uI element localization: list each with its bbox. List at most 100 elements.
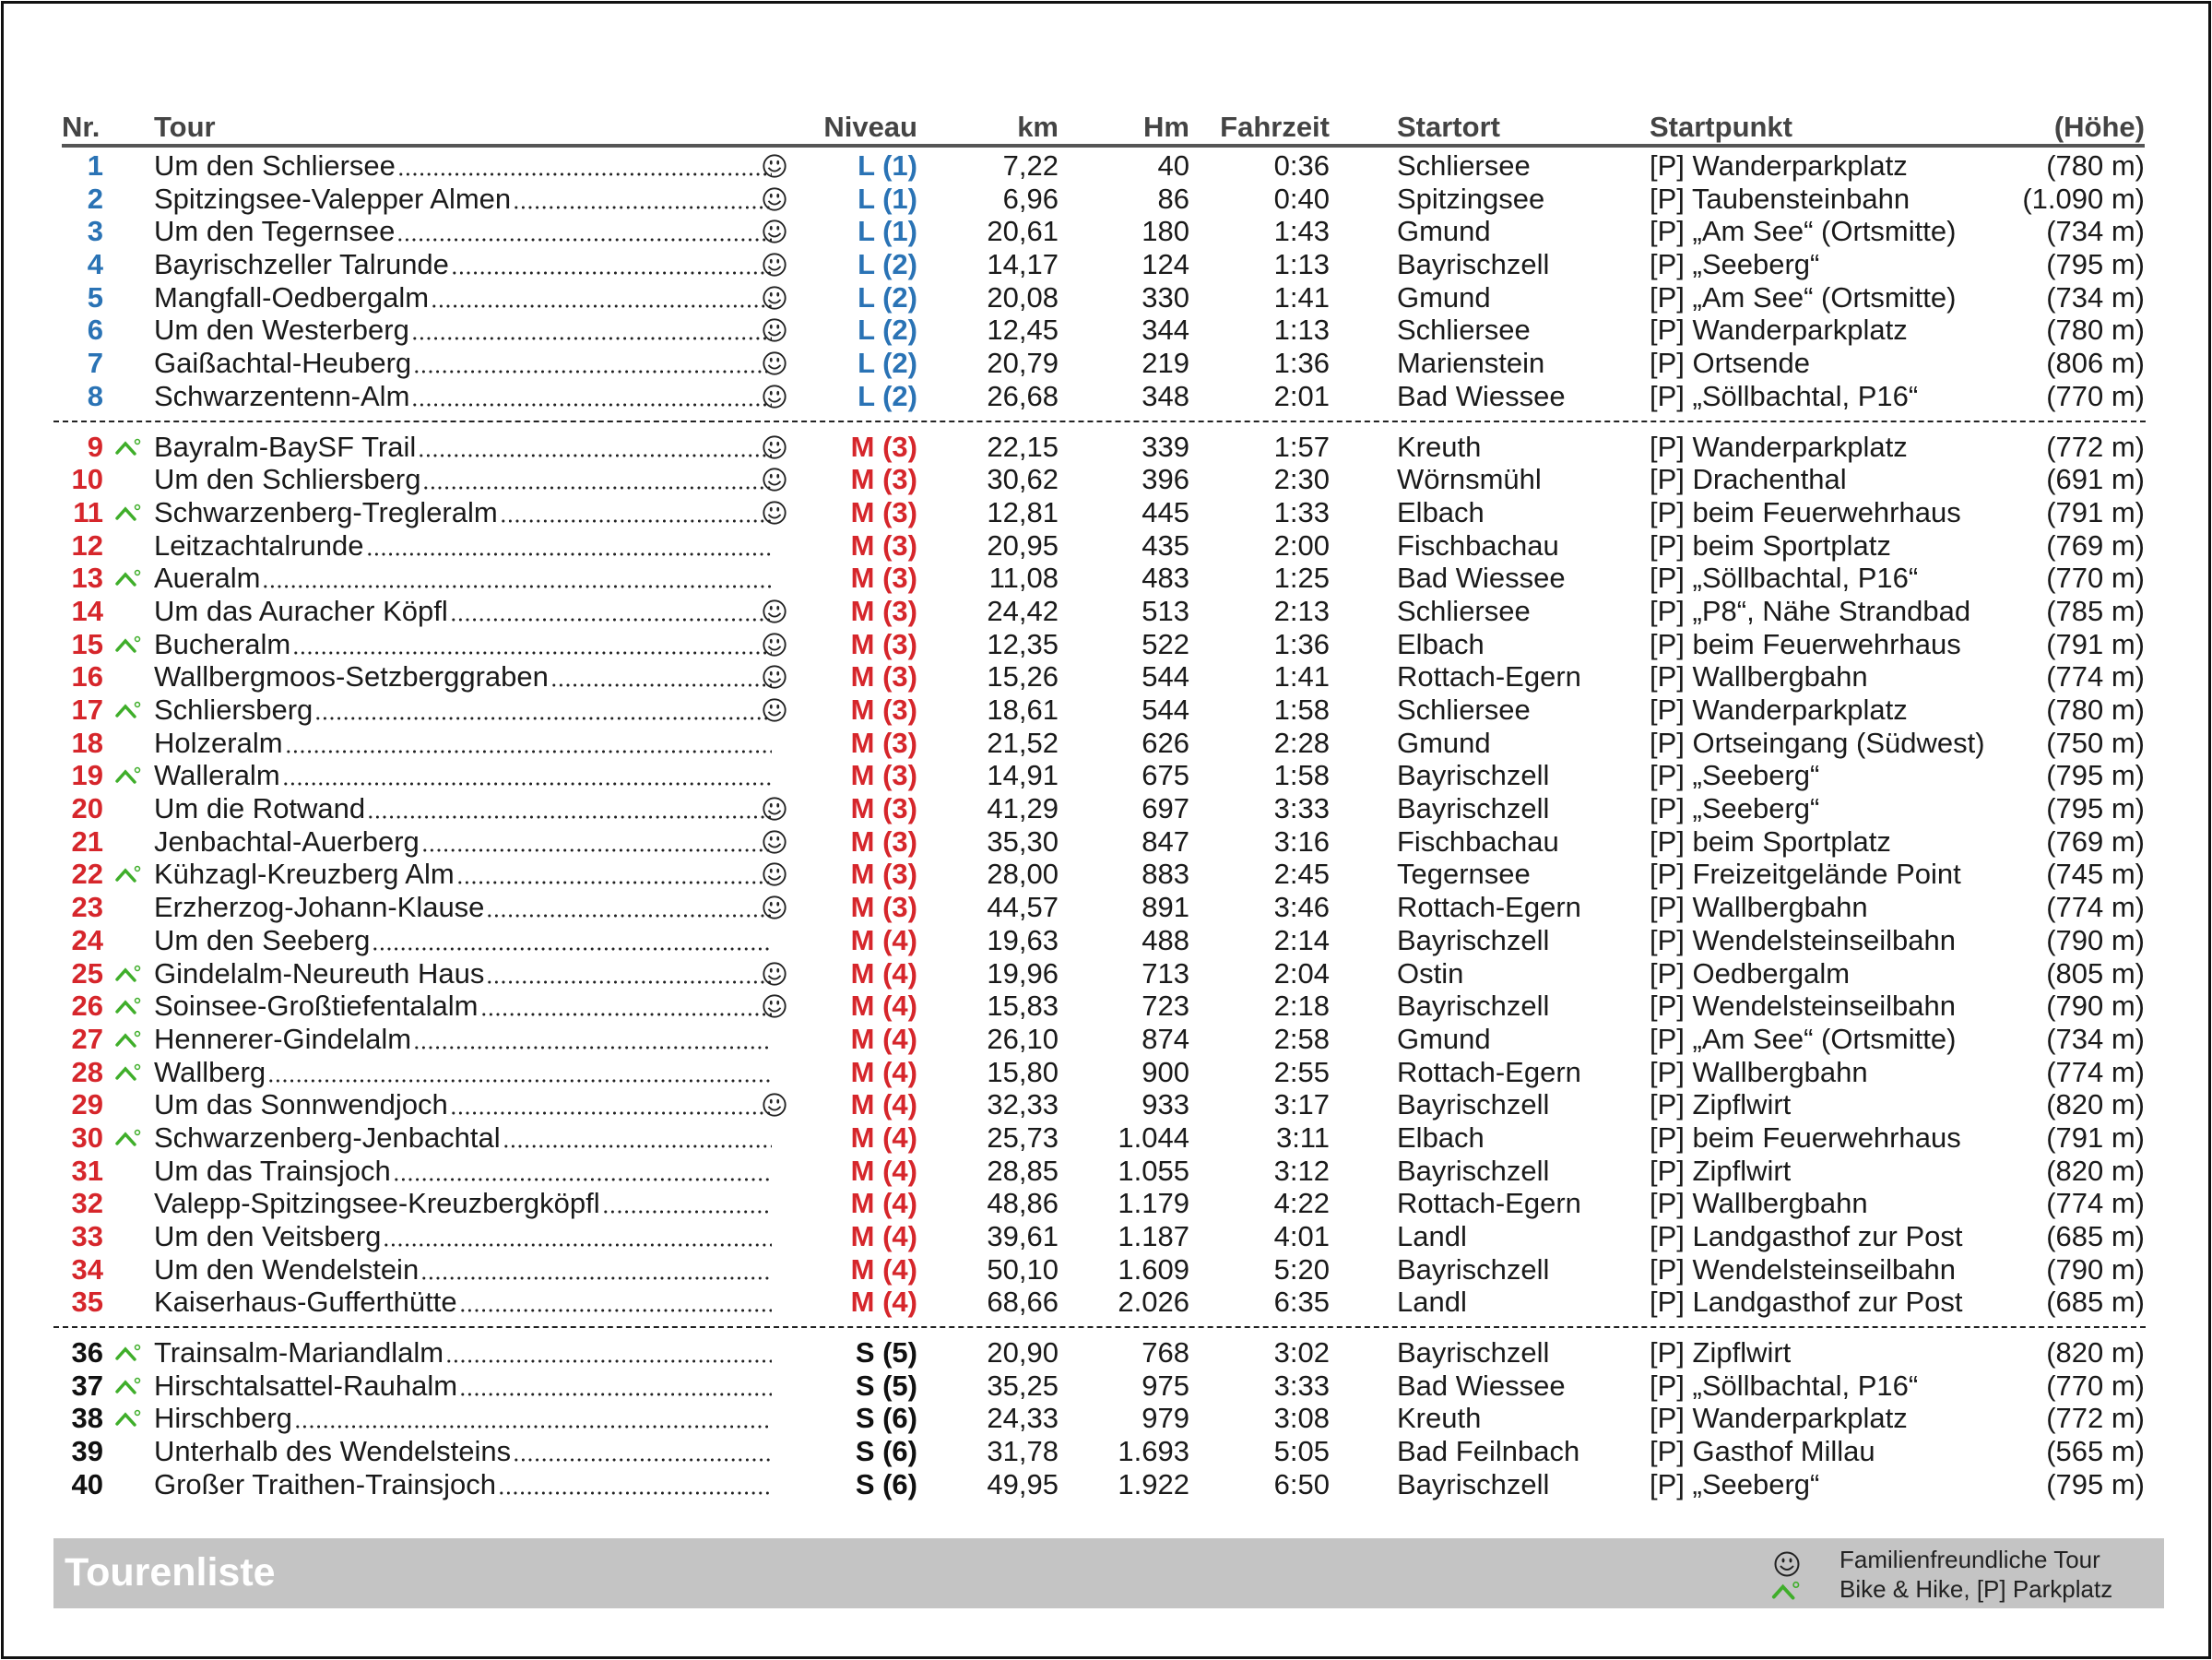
leader-dots: [601, 1187, 772, 1220]
elevation-gain: 2.026: [1118, 1286, 1189, 1319]
tour-cell: Um den Westerberg: [154, 314, 772, 348]
start-point: [P] Wallbergbahn: [1650, 1055, 1868, 1088]
leader-dots: [293, 1402, 772, 1436]
start-town: Gmund: [1397, 215, 1491, 248]
ride-time: 3:33: [1273, 792, 1330, 825]
ride-time: 1:13: [1273, 248, 1330, 281]
start-point: [P] Landgasthof zur Post: [1650, 1220, 1963, 1252]
start-altitude: (734 m): [2046, 1022, 2145, 1055]
tour-number: 38: [71, 1402, 103, 1435]
elevation-gain: 874: [1141, 1022, 1189, 1055]
tour-name: Um das Sonnwendjoch: [154, 1088, 448, 1121]
tour-number: 11: [73, 495, 103, 528]
tour-name: Hirschberg: [154, 1402, 292, 1435]
smiley-icon: [763, 665, 787, 689]
start-point: [P] Zipflwirt: [1650, 1088, 1792, 1121]
tour-number: 18: [71, 726, 103, 759]
tour-cell: Schwarzentenn-Alm: [154, 379, 772, 413]
tour-cell: Bucheralm: [154, 627, 772, 661]
distance-km: 12,35: [987, 627, 1059, 660]
elevation-gain: 483: [1141, 562, 1189, 595]
table-row: 18 Holzeralm M (3) 21,52 626 2:28 Gmund [P] Ort…: [0, 726, 2212, 760]
ride-time: 2:04: [1273, 956, 1330, 990]
tour-name: Gaißachtal-Heuberg: [154, 347, 412, 380]
ride-time: 2:01: [1273, 379, 1330, 412]
ride-time: 2:55: [1273, 1055, 1330, 1088]
ride-time: 3:11: [1275, 1120, 1330, 1154]
distance-km: 31,78: [987, 1435, 1059, 1468]
start-altitude: (791 m): [2046, 495, 2145, 528]
tour-number: 34: [71, 1252, 103, 1286]
ride-time: 1:41: [1273, 280, 1330, 314]
start-town: Landl: [1397, 1286, 1467, 1319]
table-row: 4 Bayrischzeller Talrunde L (2) 14,17 124 1:1…: [0, 248, 2212, 281]
niveau: M (3): [850, 528, 917, 562]
header-nr: Nr.: [62, 111, 101, 143]
start-point: [P] Ortseingang (Südwest): [1650, 726, 1985, 759]
tour-cell: Bayrischzeller Talrunde: [154, 248, 772, 281]
bike-hike-icon: [1771, 1581, 1800, 1600]
tour-cell: Holzeralm: [154, 726, 772, 760]
start-point: [P] Wanderparkplatz: [1650, 430, 1908, 463]
distance-km: 20,95: [987, 528, 1059, 562]
table-row: 26 Soinsee-Großtiefentalalm M (4) 15,83 723 2…: [0, 990, 2212, 1023]
table-row: 28 Wallberg M (4) 15,80 900 2:55 Rottach-Egern…: [0, 1055, 2212, 1089]
smiley-icon: [763, 219, 787, 243]
distance-km: 25,73: [987, 1120, 1059, 1154]
leader-dots: [450, 248, 772, 281]
start-altitude: (774 m): [2046, 1055, 2145, 1088]
elevation-gain: 348: [1141, 379, 1189, 412]
start-point: [P] „Söllbachtal, P16“: [1650, 562, 1919, 595]
bike-hike-icon: [115, 635, 141, 653]
smiley-icon: [763, 318, 787, 343]
niveau: M (3): [850, 495, 917, 528]
table-row: 15 Bucheralm M (3) 12,35 522 1:36 Elbach [P] be…: [0, 627, 2212, 661]
header-startpunkt: Startpunkt: [1650, 111, 1792, 143]
table-row: 36 Trainsalm-Mariandlalm S (5) 20,90 768 3:02…: [0, 1336, 2212, 1370]
tour-name: Schliersberg: [154, 694, 313, 726]
leader-dots: [499, 495, 772, 529]
start-altitude: (820 m): [2046, 1154, 2145, 1187]
tour-name: Um die Rotwand: [154, 792, 366, 825]
start-point: [P] Wanderparkplatz: [1650, 314, 1908, 347]
niveau: M (4): [850, 1187, 917, 1220]
distance-km: 49,95: [987, 1467, 1059, 1500]
start-altitude: (795 m): [2046, 1467, 2145, 1500]
elevation-gain: 1.187: [1118, 1220, 1189, 1252]
leader-dots: [284, 726, 772, 760]
niveau: M (4): [850, 1022, 917, 1055]
distance-km: 14,91: [987, 759, 1059, 792]
niveau: M (4): [850, 956, 917, 990]
start-town: Bayrischzell: [1397, 248, 1550, 281]
start-town: Elbach: [1397, 495, 1485, 528]
elevation-gain: 1.922: [1118, 1467, 1189, 1500]
elevation-gain: 723: [1141, 990, 1189, 1023]
elevation-gain: 488: [1141, 923, 1189, 956]
tour-cell: Mangfall-Oedbergalm: [154, 280, 772, 314]
ride-time: 4:22: [1273, 1187, 1330, 1220]
ride-time: 2:30: [1273, 463, 1330, 496]
ride-time: 1:33: [1273, 495, 1330, 528]
elevation-gain: 396: [1141, 463, 1189, 496]
tour-table: 1 Um den Schliersee L (1) 7,22 40 0:36 Schlier…: [0, 149, 2212, 1501]
ride-time: 2:18: [1273, 990, 1330, 1023]
table-row: 27 Hennerer-Gindelalm M (4) 26,10 874 2:58 Gmu…: [0, 1022, 2212, 1056]
niveau: M (3): [850, 792, 917, 825]
table-row: 3 Um den Tegernsee L (1) 20,61 180 1:43 Gmund […: [0, 215, 2212, 249]
group-divider: [0, 413, 2212, 431]
ride-time: 1:58: [1273, 759, 1330, 792]
start-altitude: (780 m): [2046, 314, 2145, 347]
smiley-icon: [763, 385, 787, 409]
start-point: [P] Wendelsteinseilbahn: [1650, 990, 1957, 1023]
elevation-gain: 544: [1141, 694, 1189, 726]
leader-dots: [372, 923, 772, 957]
bike-hike-icon: [115, 997, 141, 1014]
table-row: 32 Valepp-Spitzingsee-Kreuzbergköpfl M (4)…: [0, 1187, 2212, 1220]
tour-cell: Schwarzenberg-Jenbachtal: [154, 1120, 772, 1155]
elevation-gain: 86: [1157, 182, 1189, 215]
start-altitude: (795 m): [2046, 792, 2145, 825]
start-point: [P] Freizeitgelände Point: [1650, 858, 1961, 891]
tour-name: Um den Schliersee: [154, 149, 396, 182]
distance-km: 20,90: [987, 1336, 1059, 1370]
tour-number: 20: [71, 792, 103, 825]
